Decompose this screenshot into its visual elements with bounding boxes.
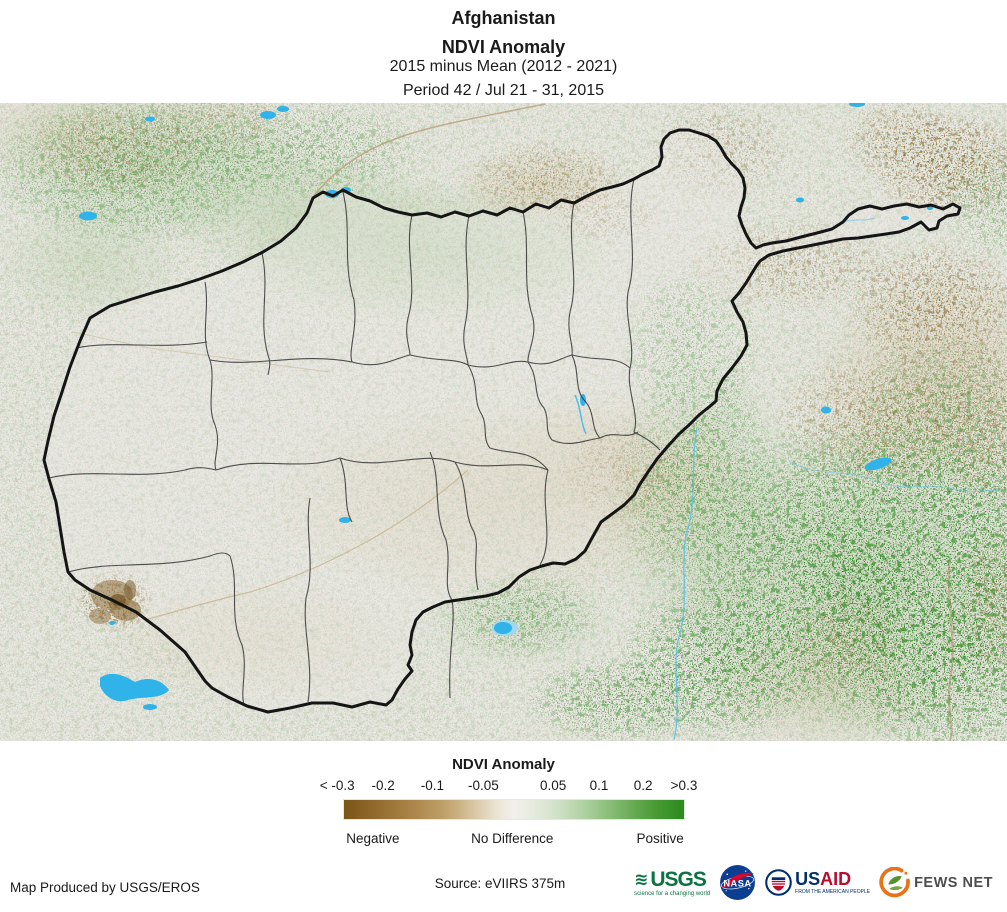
- ndvi-anomaly-raster: [0, 78, 1007, 752]
- legend-label-negative: Negative: [346, 831, 400, 846]
- usaid-seal-icon: [765, 869, 792, 896]
- legend-tick: >0.3: [670, 778, 698, 793]
- usaid-logo: USAID FROM THE AMERICAN PEOPLE: [765, 869, 870, 896]
- legend-gradient-bar: [344, 800, 684, 819]
- map-canvas: [0, 78, 1007, 752]
- map-footer: Map Produced by USGS/EROS Source: eVIIRS…: [0, 860, 1007, 912]
- legend-tick: < -0.3: [319, 778, 355, 793]
- legend-tick: 0.2: [633, 778, 653, 793]
- legend-label-positive: Positive: [636, 831, 684, 846]
- period-line: Period 42 / Jul 21 - 31, 2015: [402, 82, 605, 99]
- legend-ticks: < -0.3 -0.2 -0.1 -0.05 0.05 0.1 0.2 >0.3: [320, 778, 698, 794]
- legend-label-no-difference: No Difference: [471, 831, 554, 846]
- nasa-logo: NASA: [720, 865, 756, 900]
- fewsnet-globe-icon: [879, 867, 910, 898]
- afghanistan-interior: [44, 130, 960, 712]
- afghanistan-border: [42, 128, 962, 714]
- legend-tick: -0.1: [420, 778, 445, 793]
- legend-tick: 0.1: [589, 778, 609, 793]
- comparison-line: 2015 minus Mean (2012 - 2021): [389, 58, 618, 75]
- usgs-logo: ≋ USGS science for a changing world: [634, 867, 711, 897]
- svg-text:NASA: NASA: [724, 879, 752, 889]
- usgs-wave-icon: ≋: [634, 869, 649, 889]
- legend-tick: -0.2: [371, 778, 395, 793]
- fewsnet-logo: FEWS NET: [879, 867, 993, 898]
- legend-category-labels: Negative No Difference Positive: [344, 831, 684, 847]
- legend-tick: -0.05: [468, 778, 499, 793]
- water-bodies: [79, 101, 933, 710]
- legend-tick: 0.05: [539, 778, 567, 793]
- page-title: Afghanistan: [451, 8, 556, 28]
- logo-row: ≋ USGS science for a changing world NASA: [634, 864, 993, 901]
- map-subtitle: NDVI Anomaly: [441, 37, 566, 57]
- province-boundaries: [48, 178, 661, 706]
- credit-text: Map Produced by USGS/EROS: [10, 880, 200, 895]
- legend-title: NDVI Anomaly: [452, 756, 555, 773]
- source-text: Source: eVIIRS 375m: [434, 876, 566, 891]
- legend: NDVI Anomaly < -0.3 -0.2 -0.1 -0.05 0.05…: [0, 752, 1007, 852]
